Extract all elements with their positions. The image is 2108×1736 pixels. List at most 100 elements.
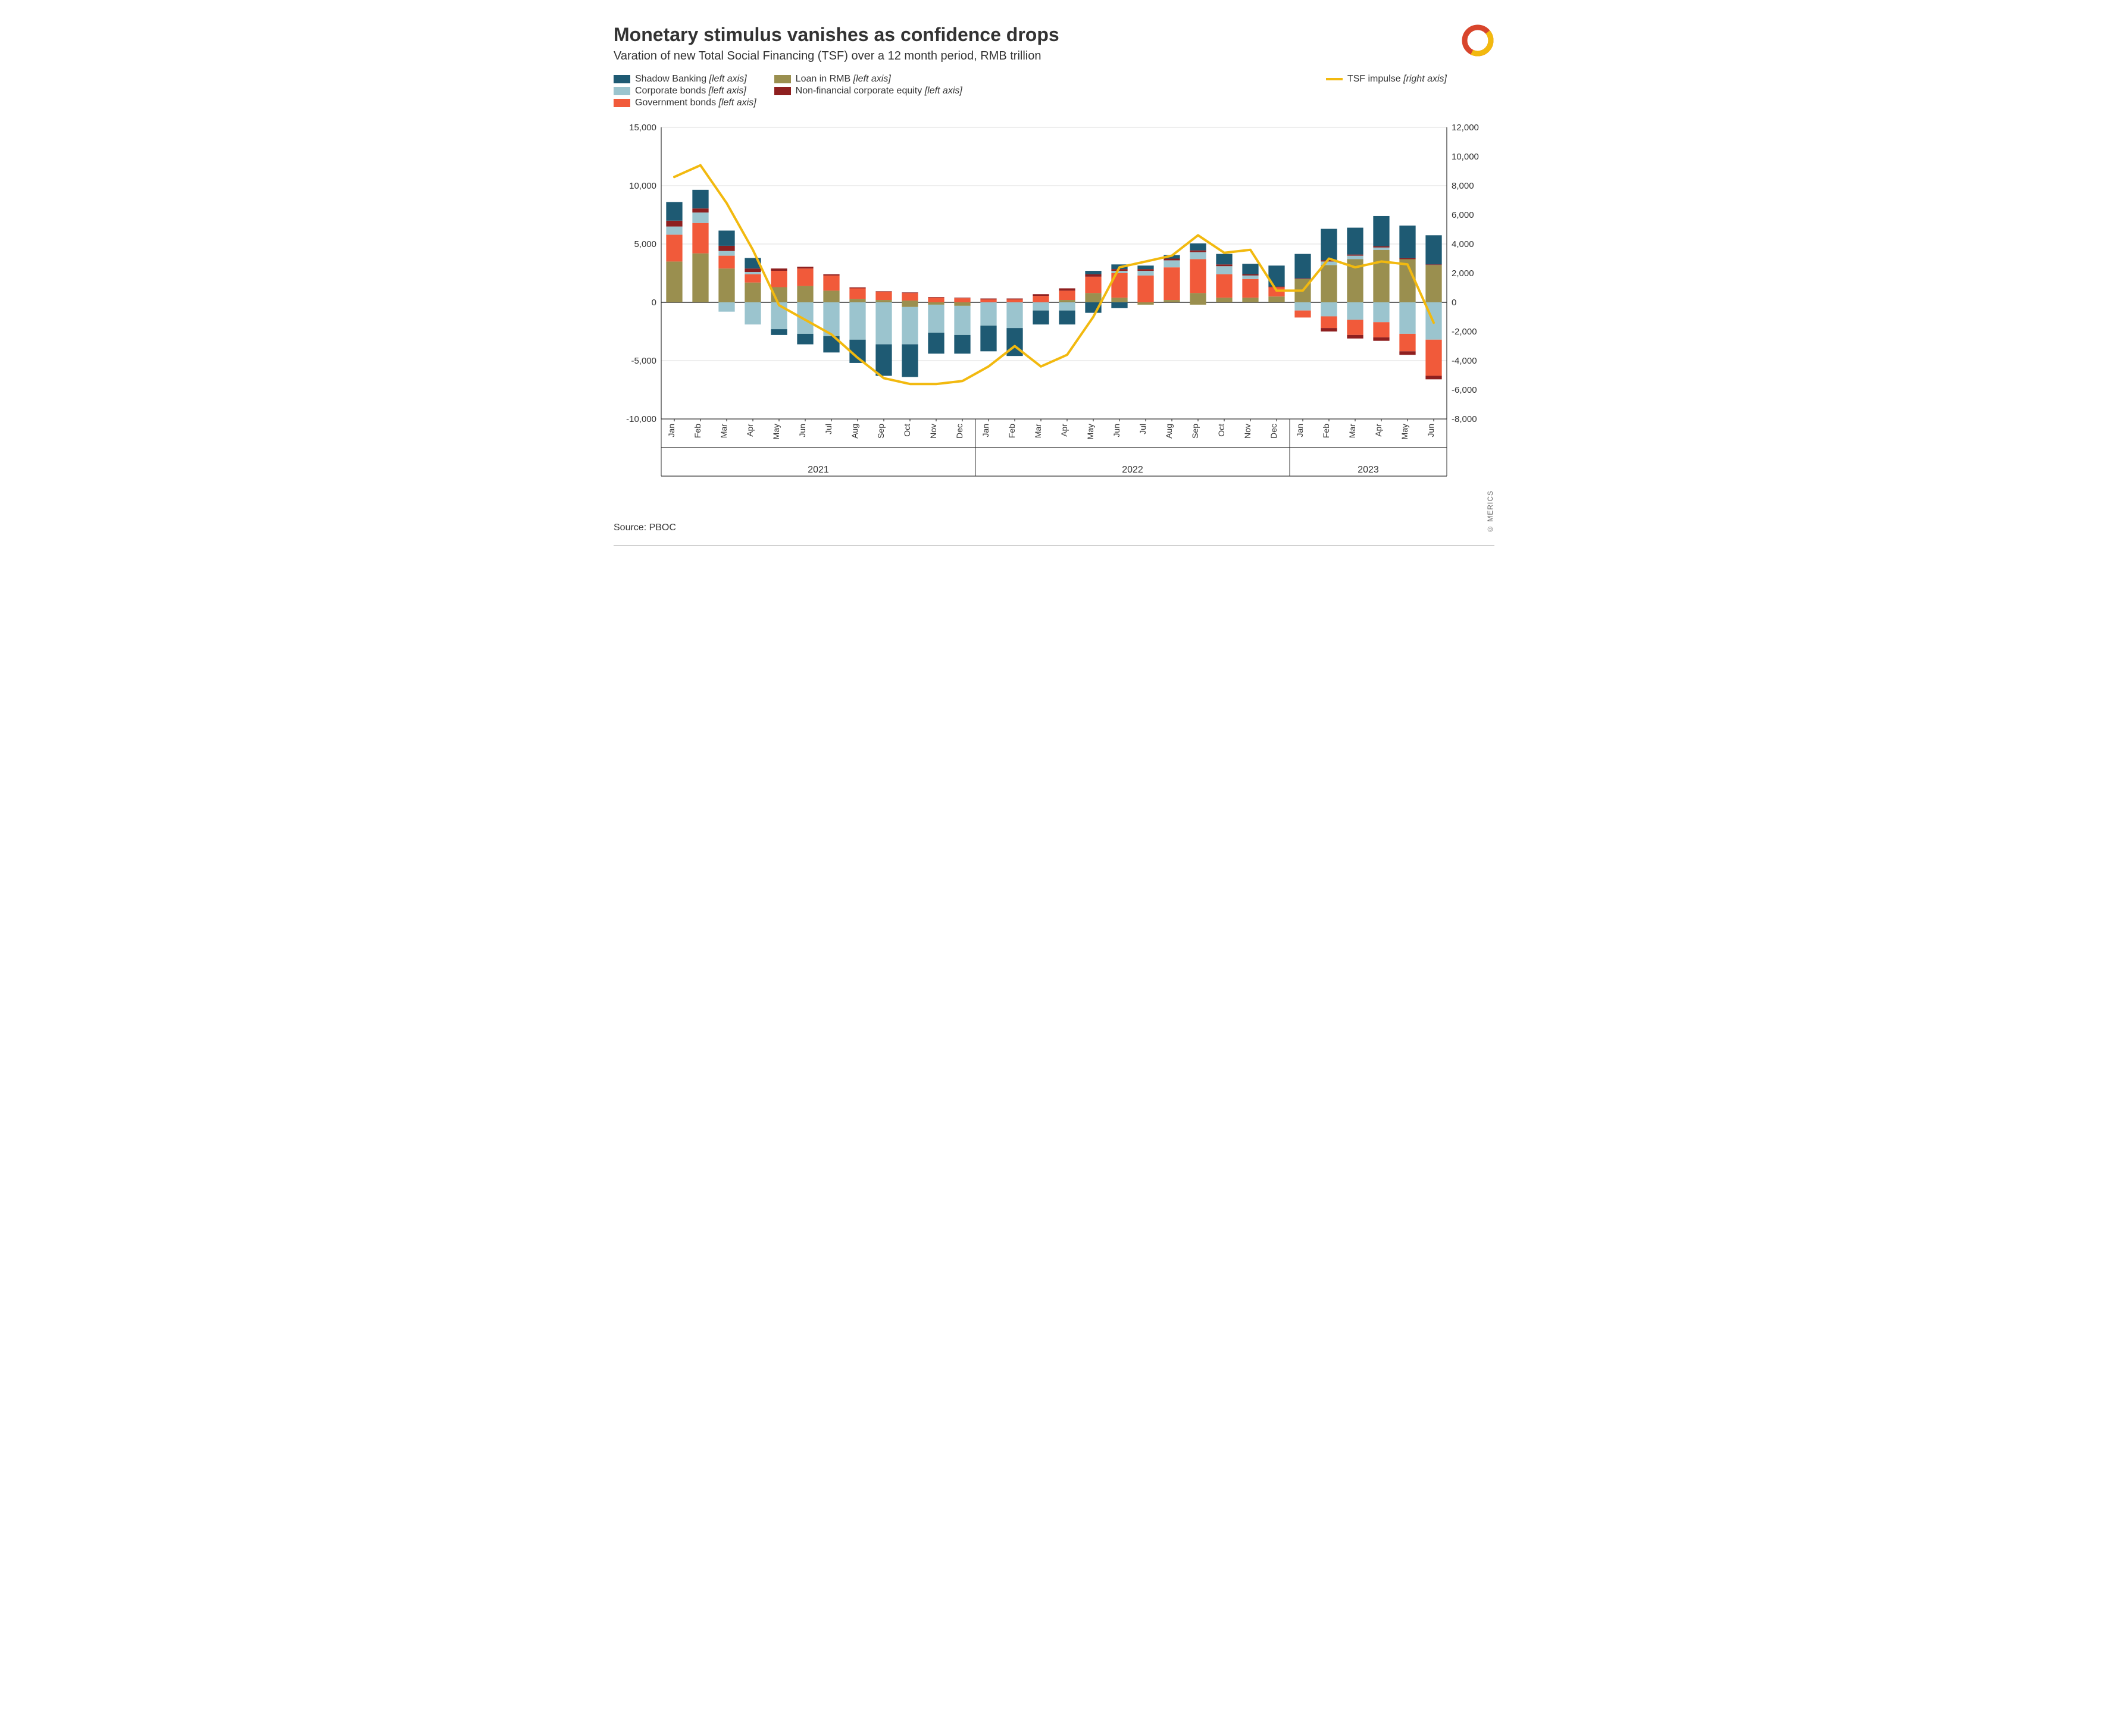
svg-text:-6,000: -6,000 bbox=[1452, 385, 1477, 395]
bar-segment bbox=[666, 227, 682, 235]
month-label: Aug bbox=[1164, 424, 1174, 439]
bar-segment bbox=[1216, 274, 1232, 298]
year-label: 2022 bbox=[1122, 465, 1143, 475]
legend-axis: [left axis] bbox=[709, 86, 746, 96]
legend-axis: [left axis] bbox=[709, 74, 747, 84]
bar-segment bbox=[1242, 298, 1258, 302]
svg-text:-8,000: -8,000 bbox=[1452, 414, 1477, 424]
bar-segment bbox=[771, 329, 787, 335]
bar-segment bbox=[797, 268, 813, 286]
bar-segment bbox=[954, 298, 970, 302]
year-label: 2021 bbox=[808, 465, 829, 475]
bar-segment bbox=[1242, 279, 1258, 298]
bar-segment bbox=[771, 268, 787, 271]
month-label: Sep bbox=[1190, 424, 1200, 439]
bar-segment bbox=[1321, 317, 1337, 329]
bar-segment bbox=[718, 230, 734, 245]
bar-segment bbox=[954, 335, 970, 354]
month-label: Jan bbox=[1295, 424, 1305, 437]
legend-label: Shadow Banking bbox=[635, 74, 706, 84]
svg-text:15,000: 15,000 bbox=[629, 123, 656, 133]
month-label: Mar bbox=[719, 424, 728, 438]
bar-segment bbox=[1190, 259, 1206, 293]
bar-segment bbox=[1190, 251, 1206, 252]
bar-segment bbox=[1111, 271, 1127, 273]
bar-segment bbox=[1347, 228, 1363, 255]
bar-segment bbox=[1059, 311, 1075, 325]
bar-segment bbox=[1085, 271, 1101, 274]
bar-segment bbox=[1242, 274, 1258, 276]
month-label: Oct bbox=[902, 424, 912, 437]
bar-segment bbox=[1216, 254, 1232, 265]
bar-segment bbox=[1033, 311, 1049, 325]
source-label: Source: PBOC bbox=[614, 523, 676, 533]
bar-segment bbox=[745, 268, 761, 272]
bar-segment bbox=[1085, 277, 1101, 293]
bar-segment bbox=[1242, 264, 1258, 274]
bar-segment bbox=[1373, 248, 1389, 250]
legend-item-shadow: Shadow Banking [left axis] bbox=[614, 74, 756, 85]
year-label: 2023 bbox=[1358, 465, 1379, 475]
bar-segment bbox=[1399, 334, 1415, 351]
bar-segment bbox=[1425, 340, 1441, 376]
svg-text:12,000: 12,000 bbox=[1452, 123, 1479, 133]
bar-segment bbox=[1373, 322, 1389, 337]
svg-text:-2,000: -2,000 bbox=[1452, 327, 1477, 337]
bar-segment bbox=[849, 287, 865, 289]
bar-segment bbox=[666, 234, 682, 261]
legend-item-corp: Corporate bonds [left axis] bbox=[614, 86, 756, 96]
legend-label: Loan in RMB bbox=[796, 74, 851, 84]
bar-segment bbox=[1373, 250, 1389, 302]
month-label: Dec bbox=[955, 424, 964, 439]
tsf-line bbox=[674, 165, 1434, 384]
bar-segment bbox=[902, 302, 918, 307]
bar-segment bbox=[1085, 293, 1101, 302]
month-label: Aug bbox=[850, 424, 859, 439]
bar-segment bbox=[823, 274, 839, 276]
bar-segment bbox=[980, 326, 996, 351]
svg-text:5,000: 5,000 bbox=[634, 239, 656, 249]
legend-item-loan: Loan in RMB [left axis] bbox=[774, 74, 962, 85]
bar-segment bbox=[1399, 226, 1415, 258]
legend-label: Non-financial corporate equity bbox=[796, 86, 922, 96]
bar-segment bbox=[1294, 311, 1311, 318]
bar-segment bbox=[1190, 243, 1206, 251]
bar-segment bbox=[1399, 302, 1415, 334]
bar-segment bbox=[1347, 320, 1363, 334]
bar-segment bbox=[1373, 246, 1389, 248]
legend: Shadow Banking [left axis] Corporate bon… bbox=[614, 74, 1494, 108]
legend-item-tsf: TSF impulse [right axis] bbox=[1326, 74, 1447, 85]
bar-segment bbox=[797, 334, 813, 345]
month-label: Jul bbox=[824, 424, 833, 434]
month-label: Mar bbox=[1033, 424, 1043, 438]
bar-segment bbox=[928, 297, 944, 298]
header: Monetary stimulus vanishes as confidence… bbox=[614, 24, 1494, 63]
bar-segment bbox=[1059, 300, 1075, 302]
plot-area: -10,000-5,00005,00010,00015,000-8,000-6,… bbox=[614, 115, 1494, 484]
bar-segment bbox=[692, 190, 708, 208]
bar-segment bbox=[1137, 269, 1153, 271]
bar-segment bbox=[980, 302, 996, 326]
bar-segment bbox=[1294, 254, 1311, 279]
bar-segment bbox=[1373, 337, 1389, 341]
bar-segment bbox=[1321, 229, 1337, 261]
month-label: Apr bbox=[745, 424, 755, 437]
bar-segment bbox=[745, 302, 761, 324]
month-label: May bbox=[1086, 424, 1095, 439]
bar-segment bbox=[692, 254, 708, 302]
bar-segment bbox=[1137, 271, 1153, 276]
bar-segment bbox=[1059, 302, 1075, 311]
bar-segment bbox=[718, 246, 734, 251]
bar-segment bbox=[1216, 298, 1232, 302]
legend-axis: [left axis] bbox=[719, 98, 756, 108]
bar-segment bbox=[875, 300, 892, 302]
bar-segment bbox=[902, 307, 918, 345]
bar-segment bbox=[718, 268, 734, 302]
bar-segment bbox=[1399, 258, 1415, 259]
svg-text:-5,000: -5,000 bbox=[631, 356, 656, 366]
copyright-label: © MERICS bbox=[1486, 490, 1494, 533]
legend-axis: [left axis] bbox=[925, 86, 962, 96]
bar-segment bbox=[1164, 300, 1180, 302]
bar-segment bbox=[1347, 302, 1363, 320]
bar-segment bbox=[1216, 266, 1232, 274]
